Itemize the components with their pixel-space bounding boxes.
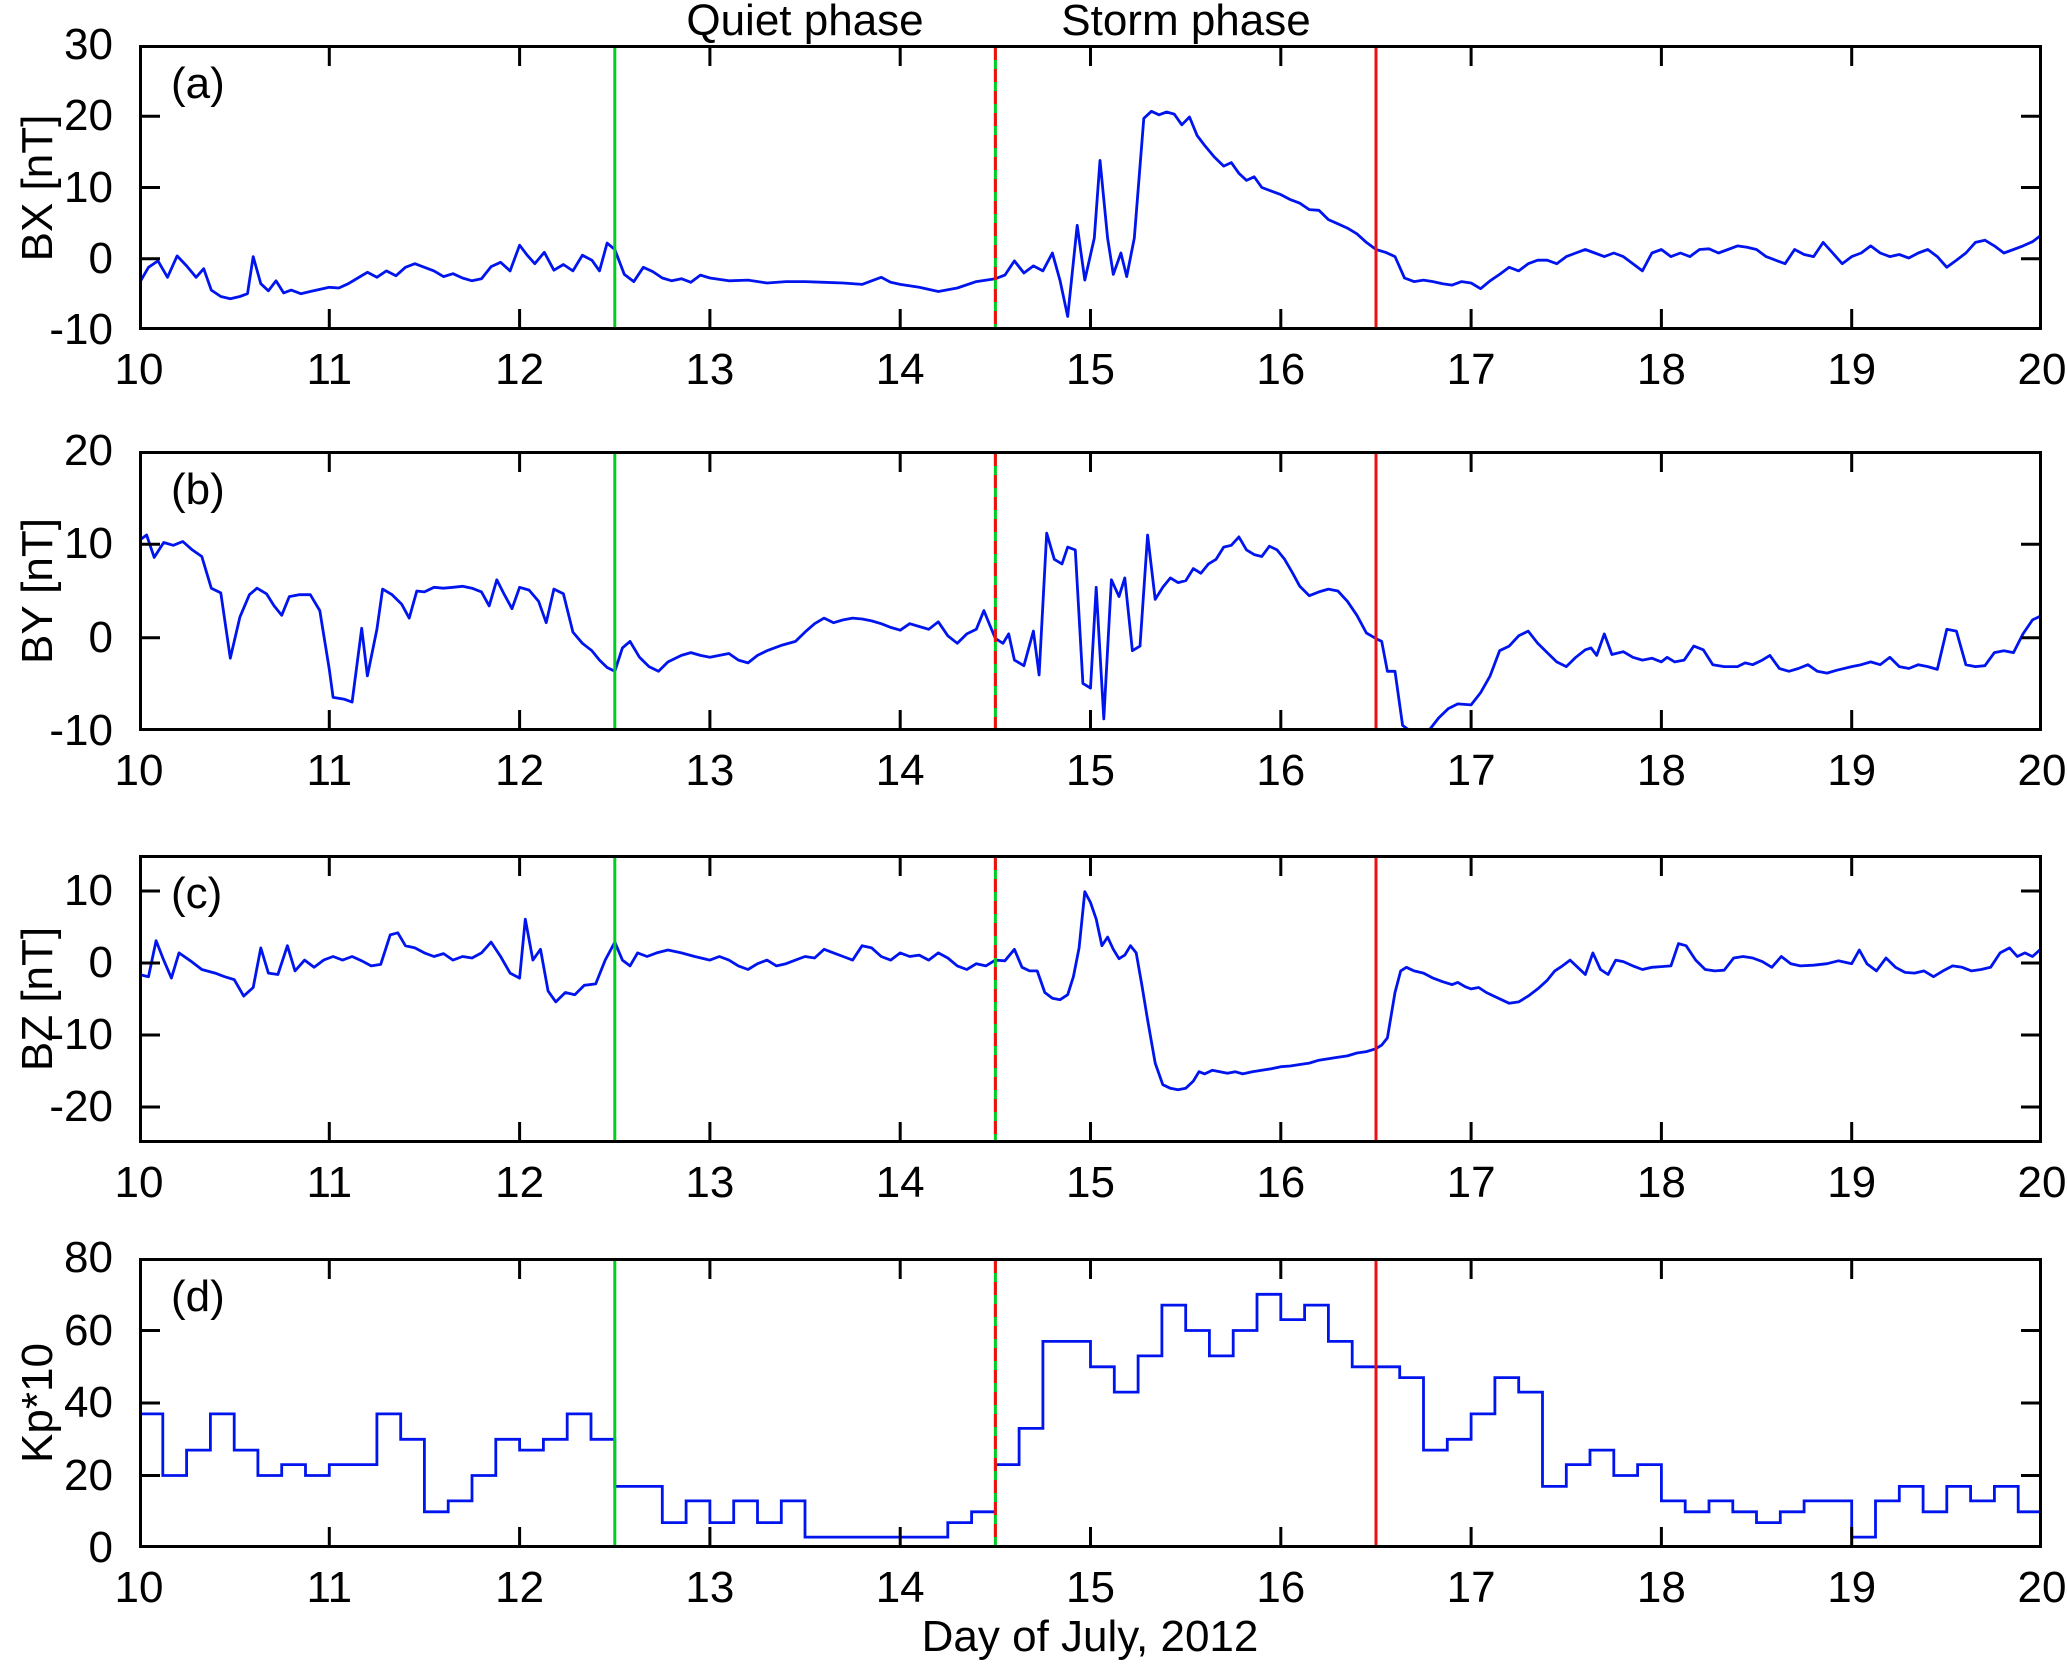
- x-tick-label: 14: [875, 345, 925, 394]
- x-axis-title: Day of July, 2012: [921, 1612, 1259, 1661]
- y-tick-label: 0: [88, 612, 113, 662]
- y-tick-label: 60: [64, 1305, 113, 1355]
- x-tick-label: 11: [306, 1158, 353, 1207]
- y-tick-label: 20: [64, 426, 113, 475]
- x-tick-label: 16: [1256, 345, 1306, 394]
- y-tick-labels-c: -20 -10 0 10: [0, 855, 125, 1143]
- x-tick-label: 17: [1446, 345, 1496, 394]
- x-tick-label: 18: [1636, 746, 1686, 795]
- x-tick-label: 20: [2017, 1563, 2067, 1612]
- x-tick-label: 10: [114, 746, 164, 795]
- y-tick-label: 30: [64, 20, 113, 69]
- y-tick-label: 0: [88, 233, 113, 283]
- panel-d-plot: [139, 1258, 2042, 1548]
- x-tick-label: 11: [306, 1563, 353, 1612]
- x-tick-label: 13: [685, 1158, 735, 1207]
- y-tick-label: -20: [49, 1082, 113, 1131]
- y-tick-label: 80: [64, 1233, 113, 1282]
- x-tick-label: 20: [2017, 345, 2067, 394]
- x-tick-label: 19: [1827, 1563, 1877, 1612]
- x-tick-label: 18: [1636, 1158, 1686, 1207]
- x-tick-label: 15: [1066, 345, 1115, 394]
- y-tick-label: 10: [64, 162, 113, 212]
- y-tick-labels-d: 0 20 40 60 80: [0, 1233, 125, 1572]
- y-tick-label: 10: [64, 866, 113, 915]
- x-tick-label: 15: [1066, 746, 1115, 795]
- x-tick-label: 17: [1446, 1563, 1496, 1612]
- panel-b-plot: [139, 451, 2042, 731]
- x-tick-label: 19: [1827, 345, 1877, 394]
- x-tick-label: 18: [1636, 1563, 1686, 1612]
- x-tick-label: 19: [1827, 746, 1877, 795]
- x-tick-label: 11: [306, 746, 353, 795]
- x-tick-labels-a: 10 11 12 13 14 15 16 17 18 19 20: [0, 344, 2067, 396]
- x-tick-label: 20: [2017, 1158, 2067, 1207]
- x-tick-label: 15: [1066, 1563, 1115, 1612]
- x-tick-label: 17: [1446, 1158, 1496, 1207]
- x-tick-label: 10: [114, 1563, 164, 1612]
- x-tick-label: 13: [685, 345, 735, 394]
- x-tick-label: 19: [1827, 1158, 1877, 1207]
- y-tick-labels-b: -10 0 10 20: [0, 426, 125, 755]
- x-tick-label: 14: [875, 1158, 925, 1207]
- y-tick-label: 10: [64, 519, 113, 569]
- x-tick-label: 16: [1256, 746, 1306, 795]
- x-tick-label: 14: [875, 1563, 925, 1612]
- y-tick-labels-a: -10 0 10 20 30: [0, 20, 125, 354]
- panel-a-plot: [139, 45, 2042, 330]
- panel-letter-d: (d): [171, 1272, 225, 1321]
- x-tick-label: 13: [685, 1563, 735, 1612]
- x-tick-labels-c: 10 11 12 13 14 15 16 17 18 19 20: [0, 1157, 2067, 1209]
- y-tick-label: -10: [49, 305, 113, 354]
- x-tick-label: 14: [875, 746, 925, 795]
- x-tick-labels-b: 10 11 12 13 14 15 16 17 18 19 20: [0, 745, 2067, 797]
- x-tick-label: 11: [306, 345, 353, 394]
- x-tick-label: 16: [1256, 1158, 1306, 1207]
- x-tick-label: 13: [685, 746, 735, 795]
- x-tick-label: 18: [1636, 345, 1686, 394]
- panel-c-plot: [139, 855, 2042, 1143]
- y-tick-label: 0: [88, 938, 113, 987]
- quiet-phase-label: Quiet phase: [686, 0, 924, 45]
- x-tick-label: 12: [495, 1563, 545, 1612]
- y-tick-label: 0: [88, 1523, 113, 1572]
- panel-letter-b: (b): [171, 465, 225, 514]
- x-tick-label: 10: [114, 1158, 164, 1207]
- x-tick-label: 12: [495, 1158, 545, 1207]
- y-tick-label: 20: [64, 1450, 113, 1500]
- y-tick-label: -10: [49, 706, 113, 755]
- storm-phase-label: Storm phase: [1061, 0, 1311, 45]
- x-tick-label: 12: [495, 746, 545, 795]
- y-tick-label: 40: [64, 1378, 113, 1427]
- panel-letter-a: (a): [171, 59, 225, 108]
- y-tick-label: -10: [49, 1010, 113, 1059]
- x-tick-label: 17: [1446, 746, 1496, 795]
- x-tick-label: 12: [495, 345, 545, 394]
- y-tick-label: 20: [64, 91, 113, 141]
- panel-letter-c: (c): [171, 869, 223, 918]
- x-tick-label: 15: [1066, 1158, 1115, 1207]
- x-tick-labels-d: 10 11 12 13 14 15 16 17 18 19 20: [0, 1562, 2067, 1614]
- x-tick-label: 16: [1256, 1563, 1306, 1612]
- x-tick-label: 10: [114, 345, 164, 394]
- x-tick-label: 20: [2017, 746, 2067, 795]
